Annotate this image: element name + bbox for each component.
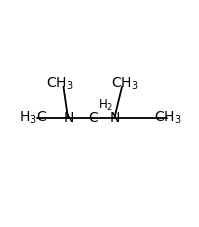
Text: N: N	[110, 111, 120, 125]
Text: CH$_3$: CH$_3$	[110, 76, 138, 92]
Text: H$_2$: H$_2$	[98, 97, 113, 113]
Text: H$_3$C: H$_3$C	[19, 110, 47, 126]
Text: C: C	[89, 111, 98, 125]
Text: N: N	[64, 111, 74, 125]
Text: CH$_3$: CH$_3$	[46, 76, 73, 92]
Text: CH$_3$: CH$_3$	[154, 110, 181, 126]
